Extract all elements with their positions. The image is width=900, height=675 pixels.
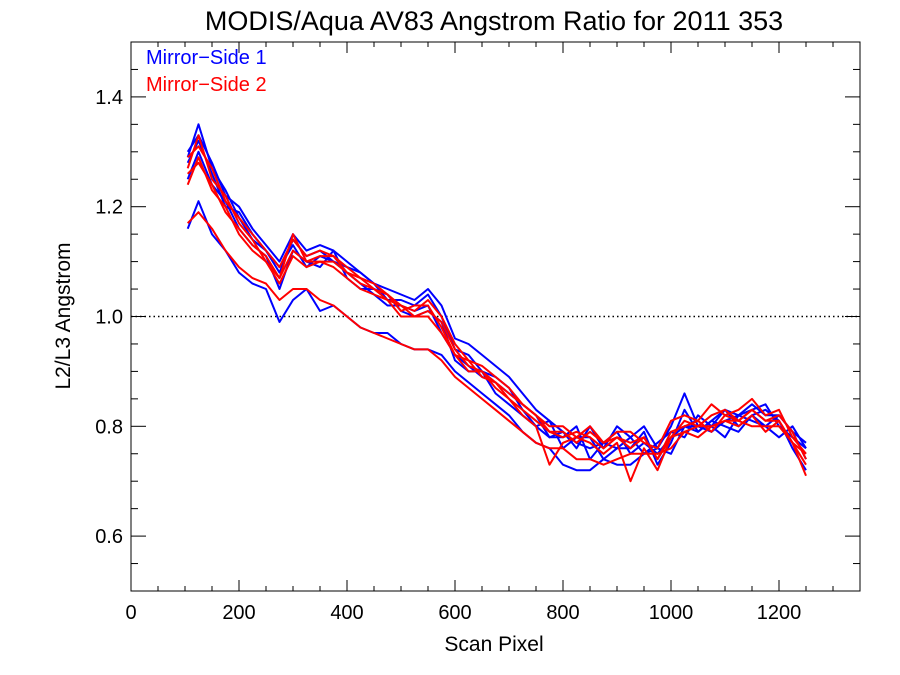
x-axis-label: Scan Pixel xyxy=(444,633,543,656)
y-tick-label: 0.8 xyxy=(95,416,123,438)
x-tick-label: 800 xyxy=(546,602,579,624)
x-tick-label: 200 xyxy=(222,602,255,624)
y-tick-label: 1.0 xyxy=(95,307,123,329)
x-tick-label: 1200 xyxy=(757,602,802,624)
series-line-mirror-side-1-2 xyxy=(186,150,807,461)
series-line-mirror-side-2-7 xyxy=(186,156,807,483)
legend-entry-mirror-side-1: Mirror−Side 1 xyxy=(146,47,267,69)
legend: Mirror−Side 1 Mirror−Side 2 xyxy=(146,47,267,96)
chart-title: MODIS/Aqua AV83 Angstrom Ratio for 2011 … xyxy=(205,6,783,36)
y-tick-label: 1.4 xyxy=(95,87,123,109)
x-tick-label: 400 xyxy=(330,602,363,624)
y-tick-label: 0.6 xyxy=(95,526,123,548)
series-layer xyxy=(186,123,807,483)
axes-layer: 0 200 400 600 800 1000 1200 0.6 0.8 1.0 1.2 1.4 xyxy=(95,41,861,624)
y-tick-label: 1.2 xyxy=(95,197,123,219)
series-line-mirror-side-2-8 xyxy=(186,145,807,455)
series-line-mirror-side-2-9 xyxy=(186,161,807,466)
series-line-mirror-side-1-4 xyxy=(186,134,807,450)
legend-entry-mirror-side-2: Mirror−Side 2 xyxy=(146,74,267,96)
x-tick-label: 0 xyxy=(125,602,136,624)
y-axis-label: L2/L3 Angstrom xyxy=(52,242,75,389)
series-line-mirror-side-1-5 xyxy=(186,200,807,472)
series-line-mirror-side-2-10 xyxy=(186,211,807,466)
x-tick-label: 600 xyxy=(438,602,471,624)
x-tick-label: 1000 xyxy=(649,602,694,624)
